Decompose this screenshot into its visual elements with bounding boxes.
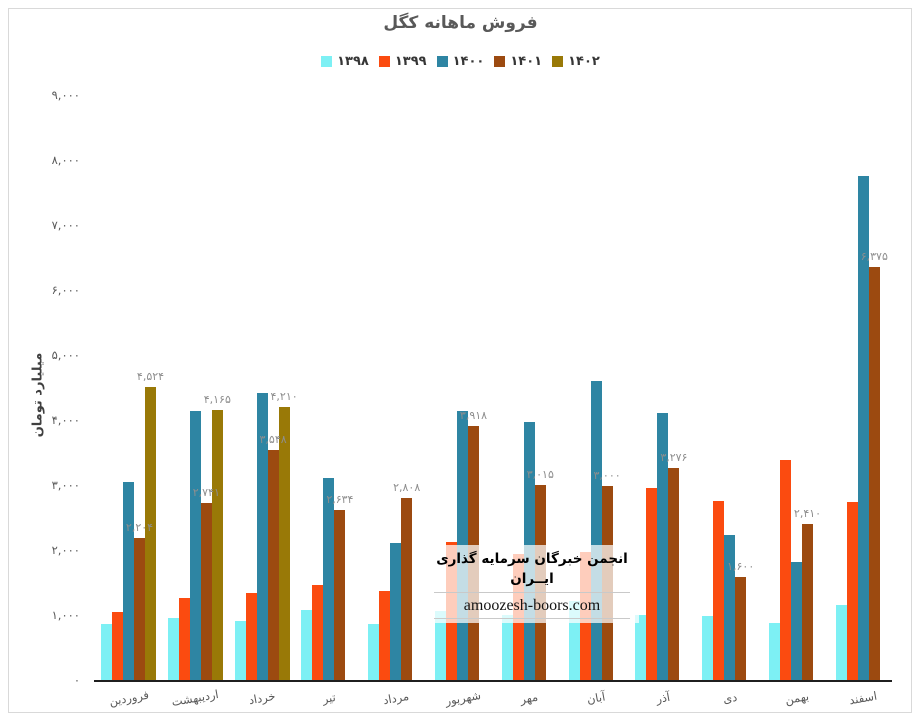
bar [713, 500, 725, 681]
watermark-website: amoozesh-boors.com [463, 596, 601, 614]
bar-value-label: ۴,۱۶۵ [203, 393, 231, 407]
bar [791, 562, 802, 681]
bar [189, 410, 201, 681]
bar [101, 623, 112, 681]
legend: ۱۳۹۸ ۱۳۹۹ ۱۴۰۰ ۱۴۰۱ ۱۴۰۲ [0, 52, 921, 70]
y-axis-tick-label: ۷,۰۰۰ [51, 218, 80, 232]
y-axis-tick-label: ۹,۰۰۰ [51, 88, 80, 102]
bar [501, 615, 513, 681]
bar [234, 621, 246, 681]
bar [769, 623, 780, 681]
bar [167, 617, 179, 681]
bar [590, 380, 602, 681]
watermark: انجمن خبرگان سرمایه گذاری ایــران amooze… [425, 545, 639, 624]
y-axis-tick-label: ۳,۰۰۰ [51, 478, 80, 492]
bar [145, 386, 156, 681]
bar [724, 534, 736, 681]
legend-item: ۱۳۹۹ [378, 53, 427, 69]
bar [435, 610, 446, 681]
bar-value-label: ۶,۳۷۵ [860, 249, 888, 263]
legend-item: ۱۴۰۱ [494, 55, 542, 68]
legend-swatch [552, 55, 564, 67]
watermark-org-name: انجمن خبرگان سرمایه گذاری ایــران [436, 551, 628, 588]
y-axis-tick-label: ۰ [73, 673, 80, 687]
bar [278, 407, 290, 681]
bar-value-label: ۳,۰۱۵ [526, 468, 554, 482]
legend-label: ۱۴۰۲ [568, 53, 600, 69]
y-axis-tick-label: ۲,۰۰۰ [51, 543, 80, 557]
bar [256, 393, 268, 681]
bar-value-label: ۳,۹۱۸ [459, 409, 488, 423]
bar-value-label: ۲,۸۰۸ [393, 481, 421, 495]
bar [635, 615, 647, 681]
legend-swatch [321, 55, 333, 67]
bar [211, 410, 223, 681]
bar [301, 610, 313, 681]
bar [702, 616, 714, 681]
bar [735, 577, 747, 681]
bar [390, 542, 402, 681]
watermark-divider-top [434, 591, 630, 593]
bar-value-label: ۴,۲۱۰ [270, 390, 298, 404]
bar [857, 175, 869, 681]
bar [668, 468, 680, 681]
bar [868, 266, 880, 681]
legend-swatch [494, 55, 506, 67]
bar [568, 601, 580, 681]
bar [323, 478, 335, 681]
legend-item: ۱۳۹۸ [321, 55, 369, 68]
bar [646, 487, 658, 681]
bar [802, 524, 813, 681]
bar [178, 597, 190, 681]
legend-item: ۱۴۰۲ [552, 55, 600, 68]
x-axis-category-label: آذر [654, 689, 671, 707]
y-axis-tick-label: ۱,۰۰۰ [51, 608, 80, 622]
bar [134, 537, 145, 681]
bar [780, 460, 791, 681]
legend-swatch [436, 55, 448, 67]
chart-title: فروش ماهانه کگل [383, 13, 538, 33]
bar [334, 509, 346, 681]
legend-swatch [378, 55, 390, 67]
bar [123, 482, 134, 681]
bar [835, 604, 847, 681]
bar-value-label: ۲,۲۰۴ [125, 520, 154, 534]
bar [312, 584, 324, 681]
bar [379, 590, 391, 681]
bar [112, 612, 123, 681]
chart-frame-border [8, 8, 912, 713]
bar [368, 624, 380, 681]
watermark-divider-bottom [434, 618, 630, 620]
bar [267, 450, 279, 681]
legend-label: ۱۴۰۱ [510, 53, 543, 69]
x-axis-line [94, 680, 892, 682]
legend-item: ۱۴۰۰ [436, 53, 485, 69]
y-axis-tick-label: ۵,۰۰۰ [51, 348, 80, 362]
bar-value-label: ۳,۲۷۶ [660, 451, 688, 465]
legend-label: ۱۳۹۹ [394, 53, 427, 69]
x-axis-category-label: دی [721, 689, 738, 707]
legend-label: ۱۴۰۰ [452, 53, 485, 69]
y-axis-tick-label: ۶,۰۰۰ [51, 283, 80, 297]
bar-value-label: ۱,۶۰۰ [727, 560, 755, 573]
bar-value-label: ۲,۶۳۴ [326, 492, 354, 506]
bar [200, 502, 212, 681]
bar [846, 502, 858, 681]
y-axis-tick-label: ۴,۰۰۰ [51, 413, 80, 427]
bar-value-label: ۴,۵۲۴ [136, 369, 165, 383]
bar-value-label: ۳,۰۰۰ [593, 469, 621, 482]
bar [245, 592, 257, 681]
bar-value-label: ۲,۷۴۱ [192, 485, 220, 499]
bar-value-label: ۲,۴۱۰ [793, 507, 822, 521]
legend-label: ۱۳۹۸ [337, 53, 369, 69]
bar [657, 413, 669, 681]
x-axis-category-label: تیر [321, 689, 337, 707]
bar [401, 498, 413, 681]
y-axis-tick-label: ۸,۰۰۰ [51, 153, 80, 167]
bar-value-label: ۳,۵۴۸ [259, 433, 287, 447]
